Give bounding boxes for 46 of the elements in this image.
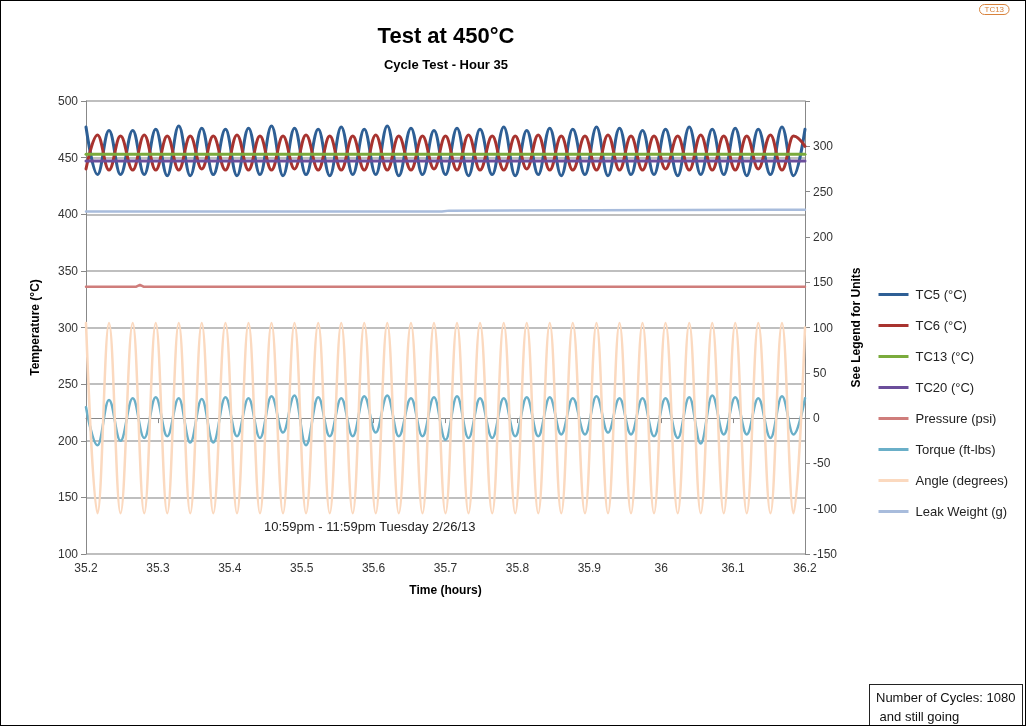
y-tick-label: 150 [57,490,79,505]
x-tick-label: 35.8 [505,561,530,575]
legend-label: TC5 (°C) [915,287,967,302]
x-tick-label: 35.7 [433,561,458,575]
legend-label: TC6 (°C) [915,318,967,333]
y-tick-label: 400 [57,207,79,222]
chart-subtitle: Cycle Test - Hour 35 [383,57,509,72]
y-tick-label: 350 [57,263,79,278]
y2-tick-label: -150 [813,547,838,561]
y2-axis-title: See Legend for Units [849,267,863,388]
x-tick-label: 36 [654,561,669,575]
legend-label: TC20 (°C) [915,380,975,395]
y2-tick-label: 300 [813,139,834,154]
legend-label: Pressure (psi) [915,411,997,426]
y2-tick-label: 200 [813,229,834,244]
y-axis-title: Temperature (°C) [28,279,42,376]
legend-label: Leak Weight (g) [915,504,1008,519]
y-tick-label: 500 [57,94,79,108]
x-axis-title: Time (hours) [409,583,482,597]
x-tick-label: 35.9 [577,561,602,575]
x-tick-label: 36.1 [721,561,746,575]
chart-title: Test at 450°C [377,22,515,48]
y-tick-label: 300 [57,320,79,335]
x-tick-label: 35.5 [290,561,314,575]
y-tick-label: 250 [57,377,79,392]
x-tick-label: 35.6 [361,561,386,575]
x-tick-label: 36.2 [793,561,817,575]
y2-tick-label: 50 [813,365,827,380]
legend-label: Torque (ft-lbs) [915,442,996,457]
x-tick-label: 35.4 [218,561,242,575]
y-tick-label: 450 [57,150,79,165]
y2-tick-label: -100 [813,501,838,516]
y2-tick-label: 0 [813,411,820,426]
legend-label: Angle (degrees) [915,473,1008,488]
legend-label: TC13 (°C) [915,349,975,364]
y-tick-label: 100 [57,547,79,561]
x-tick-label: 35.3 [146,561,170,575]
y2-tick-label: 150 [813,275,834,290]
y-tick-label: 200 [57,433,79,448]
x-tick-label: 35.2 [74,561,98,575]
y2-tick-label: 100 [813,320,834,335]
annotation: 10:59pm - 11:59pm Tuesday 2/26/13 [264,519,476,534]
text: Number of Cycles: 1080 and still going [876,690,1016,724]
y2-tick-label: -50 [813,456,831,471]
text: TC13 [984,5,1005,14]
y2-tick-label: 250 [813,184,834,199]
